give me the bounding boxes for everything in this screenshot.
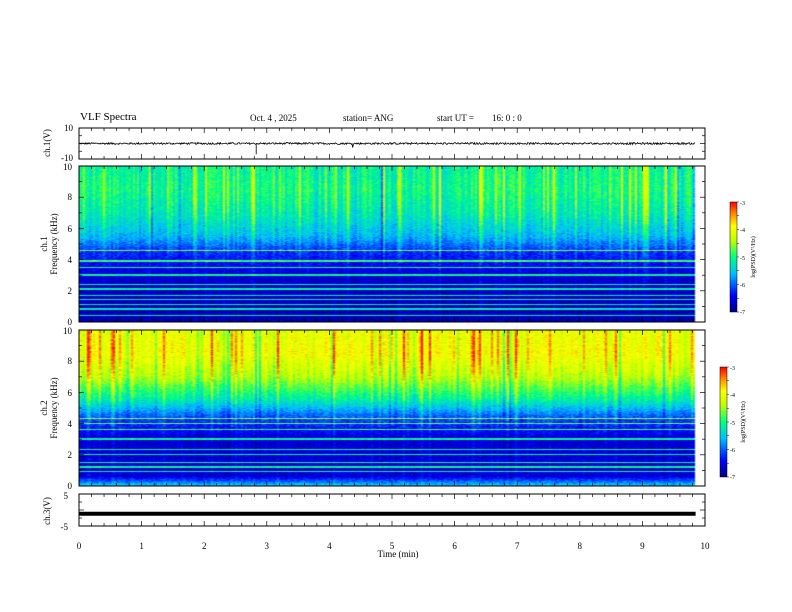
ch1-spectrogram-ytick-labels: 0 2 4 6 8 10 (63, 162, 73, 327)
ch2-colorbar-tick-m7: -7 (730, 475, 735, 481)
ch2-colorbar (719, 366, 728, 478)
ch1-colorbar (729, 201, 738, 313)
time-tick-label-9: 9 (640, 541, 645, 551)
time-tick-label-7: 7 (515, 541, 520, 551)
ch2-ytick-8: 8 (68, 356, 73, 366)
start-time-label: start UT = (437, 113, 474, 123)
ch1-spectrogram-image (79, 166, 705, 322)
ch1-spectrogram-ylabel-channel: ch.1 (39, 236, 49, 251)
ch1-waveform-ticks (78, 127, 706, 160)
ch1-waveform-panel: 10 -10 ch.1(V) (42, 123, 706, 163)
ch2-ytick-10: 10 (63, 326, 73, 336)
time-tick-label-0: 0 (77, 541, 82, 551)
ch1-spectrogram-ticks (78, 165, 706, 323)
ch3-waveform-ticks (78, 493, 706, 527)
ch1-ytick-2: 2 (68, 286, 73, 296)
ch1-colorbar-tick-m4: -4 (740, 228, 745, 234)
ch2-spectrogram-ticks (78, 329, 706, 487)
ch2-ytick-4: 4 (68, 419, 73, 429)
ch1-ytick-0: 0 (68, 317, 73, 327)
ch1-ytick-10: 10 (63, 162, 73, 172)
station-label: station= ANG (343, 113, 394, 123)
start-time-value: 16: 0 : 0 (492, 113, 522, 123)
ch1-waveform-ylabel: ch.1(V) (42, 129, 52, 157)
ch2-ytick-2: 2 (68, 450, 73, 460)
date-label: Oct. 4 , 2025 (250, 113, 297, 123)
ch1-colorbar-label: log(PSD)(V²/Hz) (750, 236, 757, 277)
ch1-colorbar-tick-m7: -7 (740, 310, 745, 316)
ch1-colorbar-tick-m6: -6 (740, 283, 745, 289)
ch1-ytick-8: 8 (68, 192, 73, 202)
ch2-colorbar-ticks (727, 366, 729, 478)
time-tick-label-3: 3 (265, 541, 270, 551)
time-tick-label-2: 2 (202, 541, 207, 551)
time-tick-label-4: 4 (327, 541, 332, 551)
time-tick-label-1: 1 (139, 541, 144, 551)
ch1-waveform-line (78, 141, 696, 155)
ch2-spectrogram-ylabel-frequency: Frequency (kHz) (49, 377, 59, 438)
ch1-spectrogram-panel: 0 2 4 6 8 10 ch.1 Frequency (kHz) -3 -4 … (39, 162, 757, 327)
ch2-spectrogram-image (79, 330, 705, 486)
ch1-colorbar-tick-m5: -5 (740, 256, 745, 262)
ch2-spectrogram-panel: 0 2 4 6 8 10 ch.2 Frequency (kHz) -3 -4 … (39, 326, 747, 491)
time-axis: 0 1 2 3 4 5 6 7 8 9 10 Time (min) (77, 541, 710, 559)
time-axis-label: Time (min) (378, 549, 419, 559)
ch1-waveform-ytick-bottom: -10 (61, 153, 73, 163)
ch2-ytick-6: 6 (68, 388, 73, 398)
ch1-ytick-4: 4 (68, 255, 73, 265)
ch2-colorbar-tick-m5: -5 (730, 421, 735, 427)
ch3-waveform-panel: 5 -5 ch.3(V) (42, 491, 706, 532)
ch1-colorbar-tick-m3: -3 (740, 201, 745, 207)
ch2-colorbar-tick-m4: -4 (730, 393, 735, 399)
chart-title: VLF Spectra (80, 111, 137, 123)
ch2-colorbar-tick-m3: -3 (730, 366, 735, 372)
ch3-waveform-ytick-bottom: -5 (61, 522, 69, 532)
ch2-spectrogram-ytick-labels: 0 2 4 6 8 10 (63, 326, 73, 491)
time-tick-label-5: 5 (390, 541, 395, 551)
ch1-waveform-ytick-top: 10 (64, 123, 74, 133)
time-tick-label-8: 8 (578, 541, 583, 551)
ch3-waveform-ytick-top: 5 (64, 491, 69, 501)
ch2-colorbar-tick-m6: -6 (730, 448, 735, 454)
ch2-spectrogram-ylabel-channel: ch.2 (39, 400, 49, 415)
ch1-spectrogram-ylabel-frequency: Frequency (kHz) (49, 213, 59, 274)
ch2-colorbar-label: log(PSD)(V²/Hz) (740, 401, 747, 442)
ch2-ytick-0: 0 (68, 481, 73, 491)
ch1-colorbar-ticks (737, 201, 739, 313)
time-tick-label-10: 10 (701, 541, 711, 551)
ch1-ytick-6: 6 (68, 224, 73, 234)
ch3-waveform-ylabel: ch.3(V) (42, 497, 52, 525)
time-axis-tick-labels: 0 1 2 3 4 5 6 7 8 9 10 (77, 541, 710, 551)
time-tick-label-6: 6 (452, 541, 457, 551)
